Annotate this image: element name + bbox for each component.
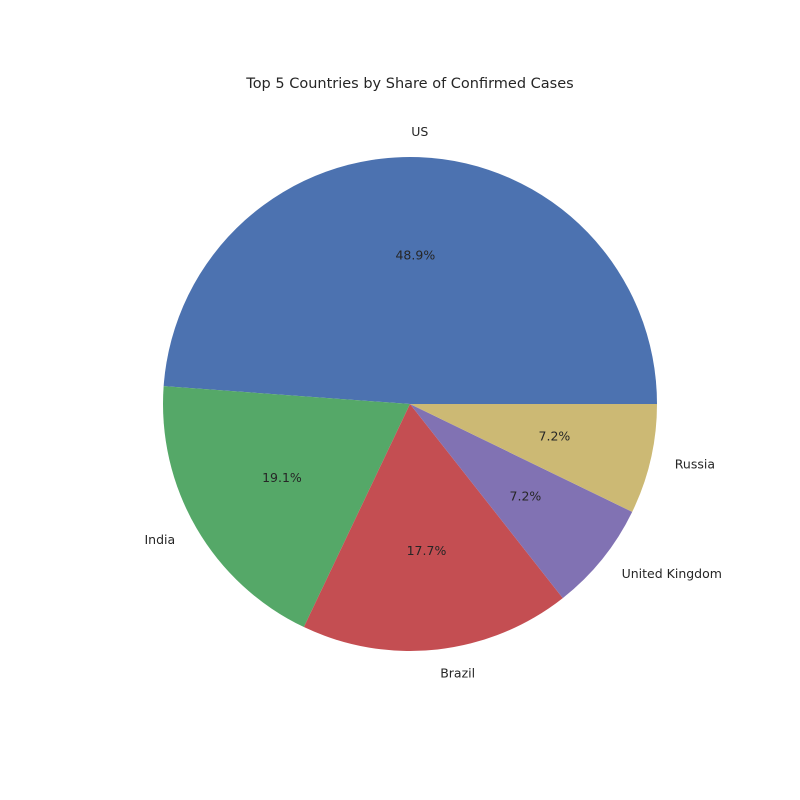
slice-label-brazil: Brazil (440, 666, 475, 681)
pie-slice-us (163, 157, 657, 404)
slice-label-india: India (145, 532, 176, 547)
pie-slice-russia (410, 404, 657, 512)
slice-label-us: US (411, 124, 428, 139)
percent-label-us: 48.9% (395, 247, 435, 262)
slice-label-united-kingdom: United Kingdom (622, 566, 722, 581)
slice-label-russia: Russia (675, 456, 715, 471)
pie-slice-brazil (303, 404, 563, 651)
percent-label-united-kingdom: 7.2% (510, 488, 542, 503)
pie-slice-india (163, 386, 410, 628)
pie-slice-united-kingdom (410, 404, 633, 599)
percent-label-brazil: 17.7% (407, 543, 447, 558)
chart-title: Top 5 Countries by Share of Confirmed Ca… (245, 76, 573, 92)
percent-label-russia: 7.2% (539, 429, 571, 444)
pie-slices (163, 157, 657, 651)
percent-label-india: 19.1% (262, 470, 302, 485)
pie-labels: US 48.9% India 19.1% Brazil 17.7% United Kingd… (145, 124, 722, 681)
